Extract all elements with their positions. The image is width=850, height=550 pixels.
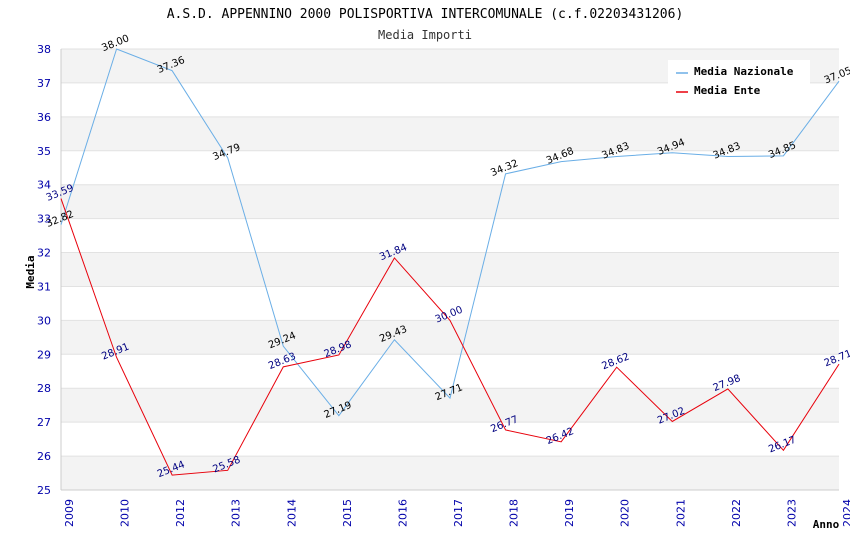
y-tick-label: 37	[37, 77, 51, 90]
legend-box	[668, 60, 810, 102]
y-axis-label: Media	[24, 255, 37, 288]
x-tick-label: 2021	[674, 499, 687, 527]
y-tick-label: 35	[37, 145, 51, 158]
band-31	[61, 252, 839, 287]
band-32	[61, 218, 839, 253]
y-tick-label: 38	[37, 43, 51, 56]
chart-title: A.S.D. APPENNINO 2000 POLISPORTIVA INTER…	[167, 7, 684, 22]
x-tick-label: 2017	[452, 499, 465, 527]
x-tick-label: 2010	[119, 499, 132, 527]
x-tick-label: 2012	[174, 499, 187, 527]
x-tick-label: 2014	[285, 499, 298, 527]
x-tick-label: 2016	[396, 499, 409, 527]
band-35	[61, 116, 839, 151]
plot-bands	[61, 49, 839, 490]
series-line-nazionale	[60, 48, 840, 417]
x-tick-label: 2022	[730, 499, 743, 527]
y-tick-label: 31	[37, 280, 51, 293]
y-tick-label: 28	[37, 382, 51, 395]
x-tick-label: 2020	[619, 499, 632, 527]
chart-subtitle: Media Importi	[378, 28, 472, 42]
band-33	[61, 184, 839, 219]
legend-label-nazionale: Media Nazionale	[694, 65, 794, 78]
y-tick-label: 33	[37, 213, 51, 226]
y-tick-labels: 25 26 27 28 29 30 31 32 33 34 35 36 37 38	[37, 43, 51, 497]
y-tick-label: 32	[37, 247, 51, 260]
x-tick-label: 2013	[230, 499, 243, 527]
x-tick-label: 2015	[341, 499, 354, 527]
x-tick-labels: 2009 2010 2012 2013 2014 2015 2016 2017 2018 2019…	[63, 499, 850, 527]
x-tick-label: 2023	[785, 499, 798, 527]
band-34	[61, 150, 839, 185]
axes	[60, 49, 839, 491]
y-tick-label: 34	[37, 179, 51, 192]
band-30	[61, 286, 839, 321]
x-tick-label: 2019	[563, 499, 576, 527]
y-tick-label: 29	[37, 348, 51, 361]
series-lines	[60, 48, 840, 476]
x-tick-label: 2009	[63, 499, 76, 527]
series-line-ente	[60, 198, 840, 476]
y-tick-label: 27	[37, 416, 51, 429]
legend-label-ente: Media Ente	[694, 84, 761, 97]
x-axis-label: Anno	[813, 518, 840, 531]
band-28	[61, 354, 839, 389]
y-tick-label: 26	[37, 450, 51, 463]
y-tick-label: 25	[37, 484, 51, 497]
x-tick-label: 2024	[841, 499, 850, 527]
x-tick-label: 2018	[508, 499, 521, 527]
y-tick-label: 30	[37, 314, 51, 327]
y-tick-label: 36	[37, 111, 51, 124]
band-27	[61, 388, 839, 423]
band-26	[61, 422, 839, 457]
legend: Media Nazionale Media Ente	[668, 60, 810, 102]
band-29	[61, 320, 839, 355]
